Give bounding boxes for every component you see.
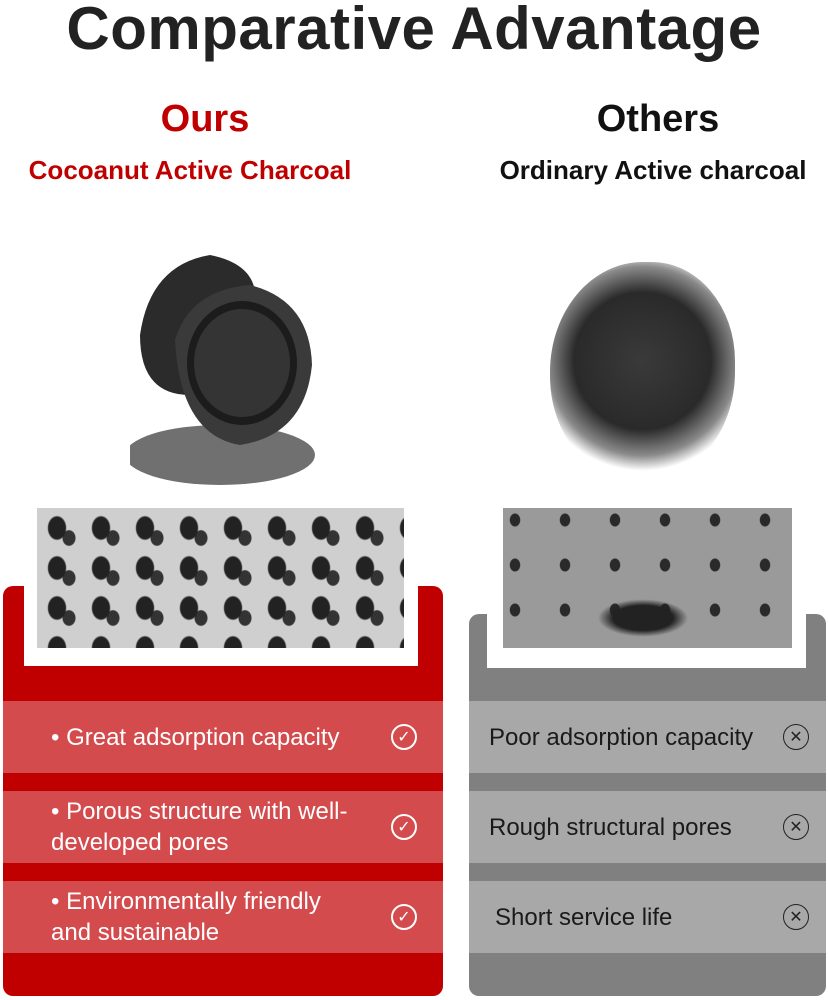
others-subtitle: Ordinary Active charcoal <box>499 155 807 185</box>
x-circle-icon: ✕ <box>783 724 809 750</box>
check-circle-icon: ✓ <box>391 904 417 930</box>
feature-text: Poor adsorption capacity <box>489 723 754 751</box>
ours-feature-row: • Environmentally friendly and sustainab… <box>3 881 443 953</box>
check-circle-icon: ✓ <box>391 814 417 840</box>
others-feature-row: Poor adsorption capacity ✕ <box>469 701 826 773</box>
ordinary-charcoal-image <box>550 262 735 482</box>
ours-heading: Ours <box>160 98 250 140</box>
ours-subtitle: Cocoanut Active Charcoal <box>28 155 352 185</box>
x-circle-icon: ✕ <box>783 814 809 840</box>
check-circle-icon: ✓ <box>391 724 417 750</box>
others-pore-microscope-image <box>503 508 792 648</box>
feature-text: • Porous structure with well-developed p… <box>51 798 348 856</box>
ours-pore-microscope-image <box>37 508 404 648</box>
others-feature-row: Short service life ✕ <box>469 881 826 953</box>
others-heading: Others <box>596 98 720 140</box>
page-title: Comparative Advantage <box>66 0 762 62</box>
x-circle-icon: ✕ <box>783 904 809 930</box>
ours-feature-row: • Great adsorption capacity ✓ <box>3 701 443 773</box>
feature-text: • Environmentally friendly and sustainab… <box>51 888 321 946</box>
feature-text: • Great adsorption capacity <box>51 723 340 751</box>
coconut-charcoal-image <box>130 255 315 485</box>
feature-text: Short service life <box>495 903 673 931</box>
ours-feature-row: • Porous structure with well-developed p… <box>3 791 443 863</box>
feature-text: Rough structural pores <box>489 813 732 841</box>
others-feature-row: Rough structural pores ✕ <box>469 791 826 863</box>
